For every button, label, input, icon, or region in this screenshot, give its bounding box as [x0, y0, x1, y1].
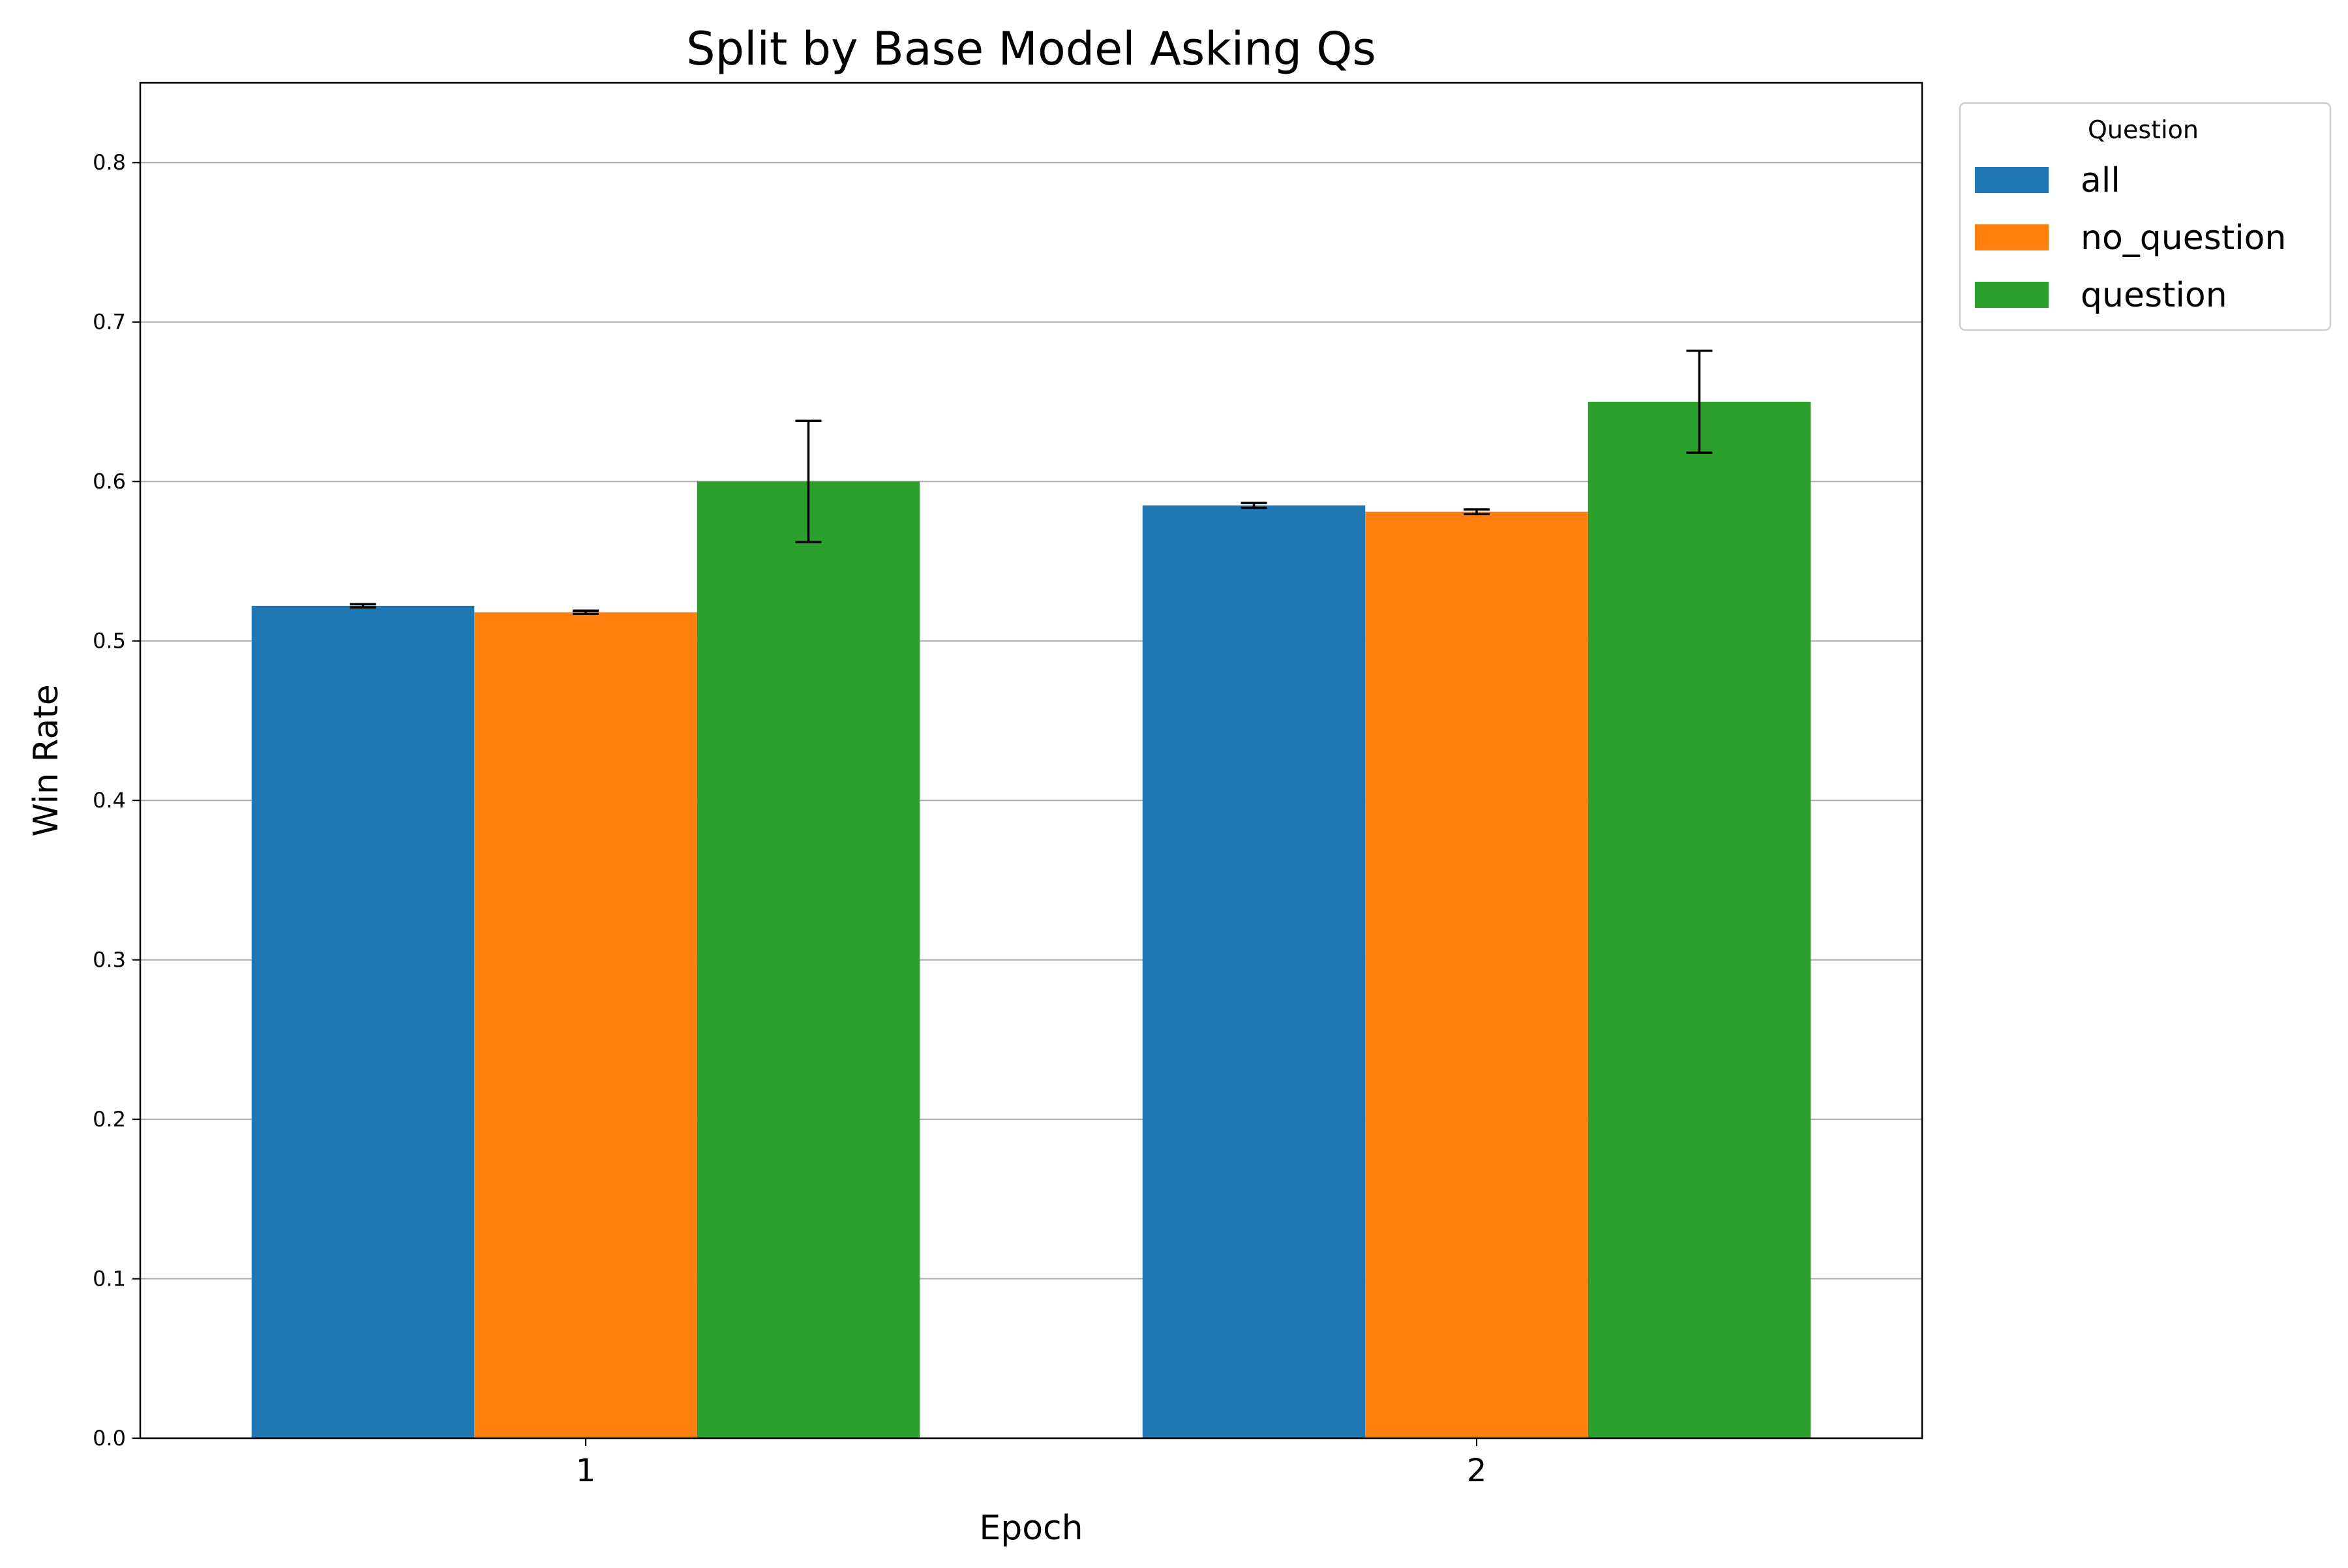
- error-bar-all-epoch-2: [1241, 502, 1267, 509]
- y-tick-label: 0.2: [93, 1107, 126, 1132]
- legend-item-all: all: [1975, 161, 2120, 200]
- legend-label: no_question: [2081, 219, 2286, 258]
- error-bar-no_question-epoch-2: [1464, 508, 1490, 516]
- bar-question-epoch-1: [697, 481, 920, 1438]
- x-tick-label: 2: [1467, 1453, 1487, 1489]
- legend-swatch: [1975, 224, 2049, 250]
- plot-frame: [139, 82, 1923, 1440]
- legend-entries: all no_question question: [1975, 161, 2286, 315]
- y-tick-label: 0.8: [93, 150, 126, 175]
- y-tick-label: 0.1: [93, 1267, 126, 1291]
- legend-title: Question: [2088, 115, 2199, 144]
- y-tick-label: 0.6: [93, 469, 126, 494]
- error-bar-question-epoch-1: [795, 419, 822, 543]
- legend: Question all no_question question: [1959, 102, 2332, 331]
- bar-question-epoch-2: [1588, 401, 1811, 1438]
- y-tick-label: 0.7: [93, 310, 126, 335]
- legend-label: all: [2081, 161, 2120, 200]
- y-tick-label: 0.5: [93, 629, 126, 654]
- x-axis-title: Epoch: [979, 1509, 1083, 1548]
- bar-no_question-epoch-1: [474, 612, 697, 1438]
- bar-all-epoch-2: [1142, 505, 1366, 1438]
- chart-title: Split by Base Model Asking Qs: [686, 22, 1376, 76]
- error-bar-question-epoch-2: [1686, 349, 1713, 454]
- error-bar-all-epoch-1: [350, 603, 376, 609]
- y-tick-label: 0.4: [93, 788, 126, 813]
- legend-label: question: [2081, 276, 2227, 315]
- error-bar-no_question-epoch-1: [573, 609, 599, 615]
- y-tick-label: 0.0: [93, 1426, 126, 1451]
- legend-item-question: question: [1975, 276, 2227, 315]
- legend-swatch: [1975, 282, 2049, 308]
- y-axis-ticks: 0.0 0.1 0.2 0.3 0.4 0.5 0.6 0.7 0.8: [93, 150, 140, 1451]
- legend-swatch: [1975, 167, 2049, 193]
- y-axis-title: Win Rate: [27, 684, 66, 836]
- bars: [251, 401, 1811, 1438]
- y-tick-label: 0.3: [93, 948, 126, 972]
- x-tick-label: 1: [576, 1453, 596, 1489]
- bar-no_question-epoch-2: [1365, 511, 1588, 1438]
- bar-all-epoch-1: [251, 605, 475, 1438]
- legend-item-no_question: no_question: [1975, 219, 2286, 258]
- error-bars: [350, 349, 1713, 615]
- legend-box: [1959, 102, 2332, 331]
